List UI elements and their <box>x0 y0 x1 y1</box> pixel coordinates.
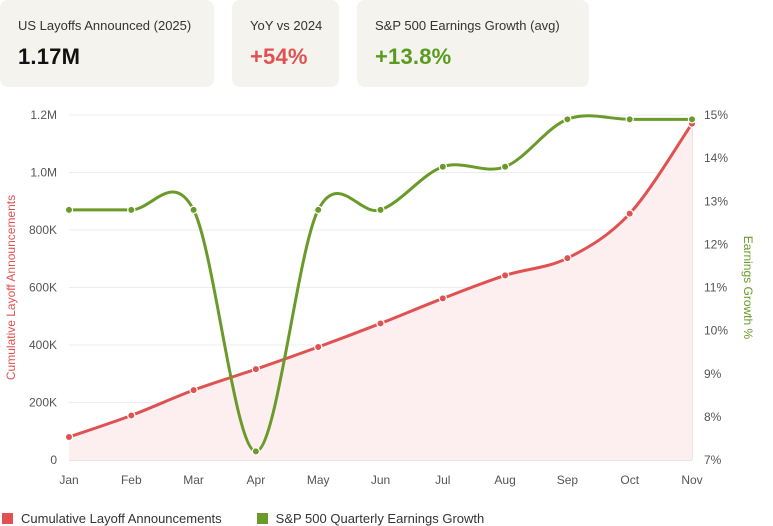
layoffs-point <box>376 319 385 328</box>
right-tick-label: 11% <box>704 281 727 295</box>
yoy-kpi-label: YoY vs 2024 <box>250 18 323 33</box>
earnings-kpi-label: S&P 500 Earnings Growth (avg) <box>375 18 560 33</box>
layoffs-point <box>189 385 198 395</box>
right-tick-label: 13% <box>704 194 728 208</box>
x-tick-label: Feb <box>121 473 142 487</box>
earnings-point <box>563 115 572 124</box>
x-tick-label: Nov <box>681 473 702 487</box>
chart-legend: Cumulative Layoff Announcements S&P 500 … <box>0 510 484 526</box>
layoffs-point <box>127 411 136 420</box>
layoffs-earnings-chart: 0 200K 400K 600K 800K 1.0M 1.2M 7% 8% 9% 10% 11% 12%… <box>4 108 755 487</box>
earnings-kpi-card: S&P 500 Earnings Growth (avg) +13.8% <box>357 0 589 87</box>
right-tick-label: 10% <box>704 324 728 338</box>
x-tick-label: Jan <box>59 473 78 487</box>
left-tick-label: 800K <box>29 223 57 237</box>
layoffs-point <box>314 342 323 352</box>
left-tick-label: 1.2M <box>30 108 57 122</box>
x-tick-label: Sep <box>557 473 579 487</box>
right-tick-label: 9% <box>704 367 722 381</box>
legend-item-earnings[interactable]: S&P 500 Quarterly Earnings Growth <box>256 510 485 526</box>
yoy-kpi-card: YoY vs 2024 +54% <box>232 0 339 87</box>
earnings-point <box>376 205 385 215</box>
legend-item-layoffs[interactable]: Cumulative Layoff Announcements <box>2 511 222 526</box>
earnings-point <box>438 162 447 171</box>
earnings-point <box>189 205 198 215</box>
earnings-kpi-value: +13.8% <box>375 44 452 69</box>
left-tick-label: 600K <box>29 281 57 295</box>
layoffs-kpi-value: 1.17M <box>18 44 81 69</box>
legend-swatch-earnings <box>256 512 268 524</box>
layoffs-point <box>500 271 510 280</box>
earnings-point <box>625 115 634 124</box>
earnings-point <box>687 115 697 124</box>
layoffs-area <box>69 123 692 460</box>
right-tick-label: 15% <box>704 108 728 122</box>
x-tick-label: Aug <box>494 473 515 487</box>
layoffs-point <box>438 294 447 303</box>
right-tick-label: 12% <box>704 237 728 251</box>
right-tick-label: 7% <box>704 453 722 467</box>
left-tick-label: 200K <box>29 396 57 410</box>
yoy-kpi-value: +54% <box>250 44 308 69</box>
earnings-point <box>314 205 323 215</box>
layoffs-kpi-card: US Layoffs Announced (2025) 1.17M <box>0 0 214 87</box>
x-tick-label: Apr <box>247 473 266 487</box>
x-tick-label: Oct <box>620 473 639 487</box>
layoffs-point <box>563 253 572 263</box>
x-tick-label: Mar <box>183 473 204 487</box>
left-tick-label: 1.0M <box>30 166 57 180</box>
left-tick-label: 400K <box>29 338 57 352</box>
layoffs-point <box>251 364 261 374</box>
layoffs-kpi-label: US Layoffs Announced (2025) <box>18 18 192 33</box>
left-axis-title: Cumulative Layoff Announcements <box>4 195 18 380</box>
earnings-point <box>251 447 261 456</box>
earnings-point <box>500 162 510 171</box>
layoffs-point <box>64 432 74 442</box>
right-tick-label: 14% <box>704 151 728 165</box>
left-tick-label: 0 <box>50 453 57 467</box>
x-tick-label: Jun <box>371 473 390 487</box>
legend-label-earnings: S&P 500 Quarterly Earnings Growth <box>275 510 485 526</box>
legend-label-layoffs: Cumulative Layoff Announcements <box>21 510 222 526</box>
x-tick-label: May <box>307 473 330 487</box>
earnings-point <box>64 205 74 215</box>
earnings-point <box>127 205 136 215</box>
layoffs-point <box>625 209 634 218</box>
x-tick-label: Jul <box>435 473 450 487</box>
right-axis-title: Earnings Growth % <box>741 236 755 340</box>
right-tick-label: 8% <box>704 410 722 424</box>
legend-swatch-layoffs <box>2 512 13 524</box>
